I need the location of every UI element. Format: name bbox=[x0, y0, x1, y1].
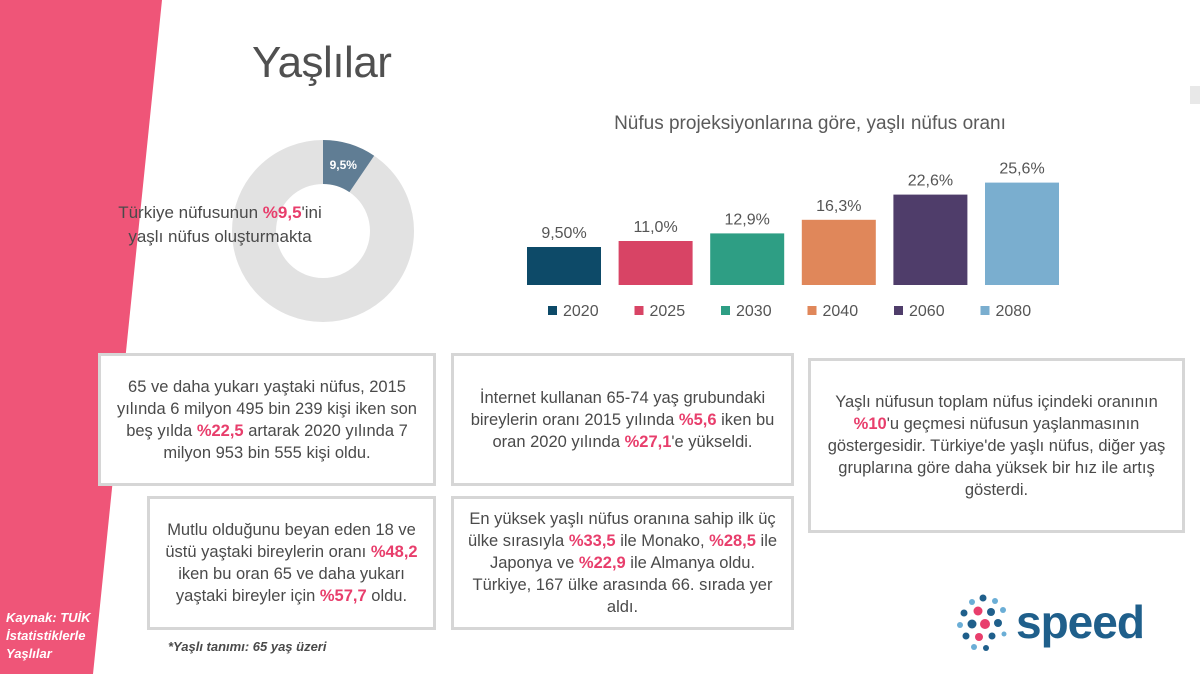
info-box-happiness: Mutlu olduğunu beyan eden 18 ve üstü yaş… bbox=[147, 496, 436, 630]
source-line-3: Yaşlılar bbox=[6, 646, 52, 661]
donut-caption: Türkiye nüfusunun %9,5'ini yaşlı nüfus o… bbox=[102, 201, 338, 249]
box-highlight: %28,5 bbox=[709, 532, 756, 550]
legend-label-2040: 2040 bbox=[823, 303, 859, 320]
box-text: 'e yükseldi. bbox=[671, 432, 753, 451]
info-box-ranking: En yüksek yaşlı nüfus oranına sahip ilk … bbox=[451, 496, 794, 630]
bar-chart: 9,50% 2020 11,0% 2025 12,9% 2030 16,3% 2040 22,6… bbox=[527, 161, 1059, 320]
box-text: En yüksek yaşlı nüfus oranına sahip ilk … bbox=[467, 510, 776, 550]
bar-2030 bbox=[710, 233, 785, 285]
box-highlight: %22,9 bbox=[578, 554, 626, 572]
box-text: 'u geçmesi nüfusun yaşlanmasının gösterg… bbox=[827, 414, 1166, 499]
donut-value-label: 9,5% bbox=[330, 158, 358, 172]
page-title: Yaşlılar bbox=[252, 38, 392, 87]
logo-dots-icon bbox=[957, 594, 1007, 651]
info-box-elderly-count: 65 ve daha yukarı yaştaki nüfus, 2015 yı… bbox=[98, 353, 436, 486]
legend-label-2020: 2020 bbox=[563, 303, 599, 320]
source-line-1: Kaynak: TUİK bbox=[6, 610, 91, 625]
box-text: Yaşlı nüfusun toplam nüfus içindeki oran… bbox=[835, 392, 1158, 411]
donut-caption-text: Türkiye nüfusunun bbox=[118, 203, 263, 222]
box-highlight: %27,1 bbox=[624, 432, 672, 451]
donut-caption-highlight: %9,5 bbox=[262, 203, 302, 222]
donut-value-segment bbox=[321, 140, 375, 193]
box-highlight: %5,6 bbox=[678, 410, 717, 429]
info-box-aging: Yaşlı nüfusun toplam nüfus içindeki oran… bbox=[808, 358, 1185, 533]
box-text: iken bu oran 65 ve daha yukarı yaştaki b… bbox=[175, 565, 405, 605]
legend-swatch-2080 bbox=[980, 306, 990, 315]
box-highlight: %10 bbox=[853, 414, 887, 433]
bar-2020 bbox=[527, 247, 601, 285]
donut-chart: 9,5% bbox=[232, 140, 414, 322]
footnote: *Yaşlı tanımı: 65 yaş üzeri bbox=[168, 639, 327, 654]
box-text: İnternet kullanan 65-74 yaş grubundaki b… bbox=[470, 388, 766, 429]
box-highlight: %33,5 bbox=[568, 532, 616, 550]
bar-value-label-2080: 25,6% bbox=[999, 161, 1044, 178]
legend-swatch-2060 bbox=[894, 306, 903, 315]
legend-swatch-2025 bbox=[634, 306, 644, 315]
bar-2025 bbox=[618, 241, 693, 285]
box-text: artarak 2020 yılında 7 milyon 953 bin 55… bbox=[163, 421, 408, 462]
legend-label-2030: 2030 bbox=[736, 303, 772, 320]
side-stripe bbox=[0, 0, 162, 674]
edge-mark bbox=[1190, 86, 1200, 104]
box-text: 65 ve daha yukarı yaştaki nüfus, 2015 yı… bbox=[117, 377, 417, 440]
box-text: oldu. bbox=[366, 587, 408, 605]
source-text: Kaynak: TUİK İstatistiklerle Yaşlılar bbox=[6, 609, 156, 663]
box-text: ile Monako, bbox=[615, 532, 710, 550]
legend-label-2025: 2025 bbox=[650, 303, 686, 320]
bar-value-label-2020: 9,50% bbox=[541, 225, 586, 242]
source-line-2: İstatistiklerle bbox=[6, 628, 86, 643]
speed-logo: speed bbox=[957, 594, 1145, 651]
box-highlight: %22,5 bbox=[196, 421, 244, 440]
bar-2080 bbox=[985, 182, 1059, 285]
chart-title: Nüfus projeksiyonlarına göre, yaşlı nüfu… bbox=[614, 113, 1006, 134]
box-text: ile Japonya ve bbox=[489, 532, 778, 572]
info-box-internet: İnternet kullanan 65-74 yaş grubundaki b… bbox=[451, 353, 794, 486]
legend-label-2080: 2080 bbox=[996, 303, 1032, 320]
box-highlight: %57,7 bbox=[319, 587, 367, 605]
legend-label-2060: 2060 bbox=[909, 303, 945, 320]
box-text: iken bu oran 2020 yılında bbox=[492, 410, 775, 451]
box-highlight: %48,2 bbox=[370, 543, 418, 561]
legend-swatch-2030 bbox=[721, 306, 730, 315]
box-text: Mutlu olduğunu beyan eden 18 ve üstü yaş… bbox=[165, 521, 416, 561]
bar-value-label-2025: 11,0% bbox=[634, 219, 678, 236]
box-text: ile Almanya oldu. Türkiye, 167 ülke aras… bbox=[472, 554, 773, 616]
bar-2060 bbox=[893, 194, 968, 285]
bar-2040 bbox=[801, 219, 876, 285]
bar-value-label-2040: 16,3% bbox=[816, 198, 861, 215]
bar-value-label-2030: 12,9% bbox=[725, 211, 770, 228]
logo-text: speed bbox=[1016, 596, 1144, 648]
donut-caption-text-end: 'ini yaşlı nüfus oluşturmakta bbox=[128, 203, 322, 246]
legend-swatch-2020 bbox=[548, 306, 557, 315]
bar-value-label-2060: 22,6% bbox=[908, 173, 953, 190]
legend-swatch-2040 bbox=[807, 306, 817, 315]
